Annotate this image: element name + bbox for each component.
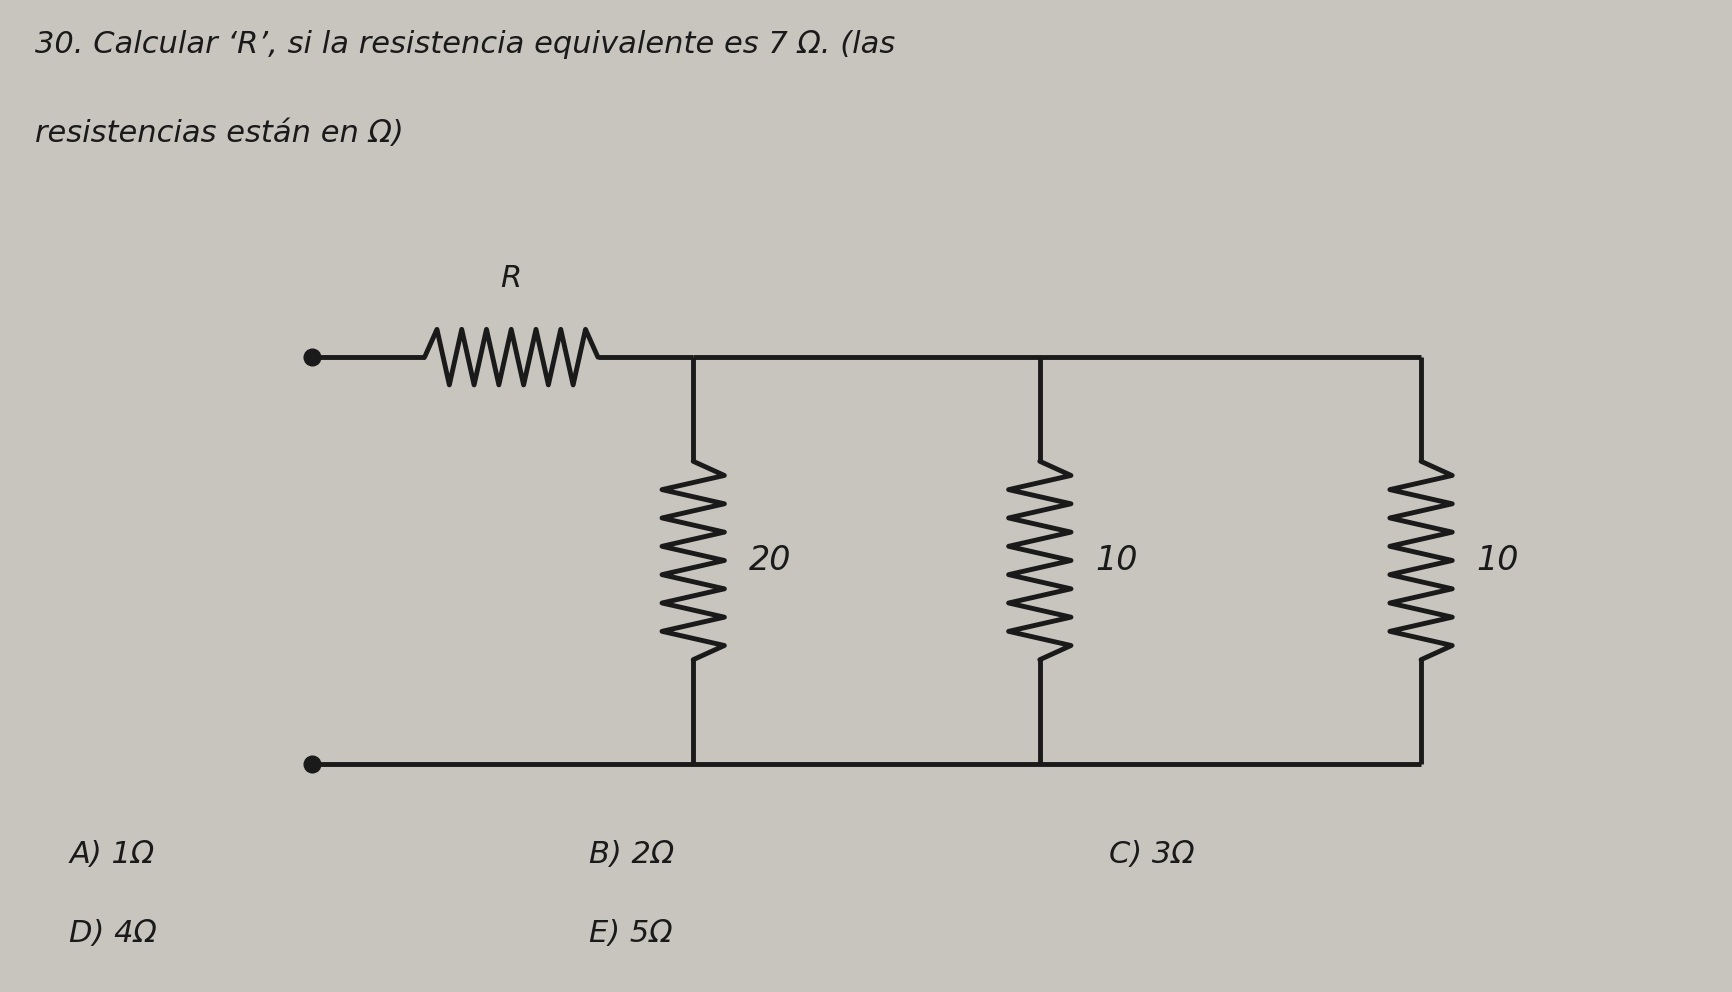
- Text: A) 1Ω: A) 1Ω: [69, 840, 154, 869]
- Text: 10: 10: [1095, 544, 1138, 577]
- Text: C) 3Ω: C) 3Ω: [1108, 840, 1193, 869]
- Text: 30. Calcular ‘R’, si la resistencia equivalente es 7 Ω. (las: 30. Calcular ‘R’, si la resistencia equi…: [35, 30, 894, 59]
- Text: 20: 20: [748, 544, 792, 577]
- Text: R: R: [501, 264, 521, 293]
- Text: 10: 10: [1476, 544, 1519, 577]
- Text: D) 4Ω: D) 4Ω: [69, 920, 158, 948]
- Text: B) 2Ω: B) 2Ω: [589, 840, 674, 869]
- Text: E) 5Ω: E) 5Ω: [589, 920, 672, 948]
- Text: resistencias están en Ω): resistencias están en Ω): [35, 119, 404, 148]
